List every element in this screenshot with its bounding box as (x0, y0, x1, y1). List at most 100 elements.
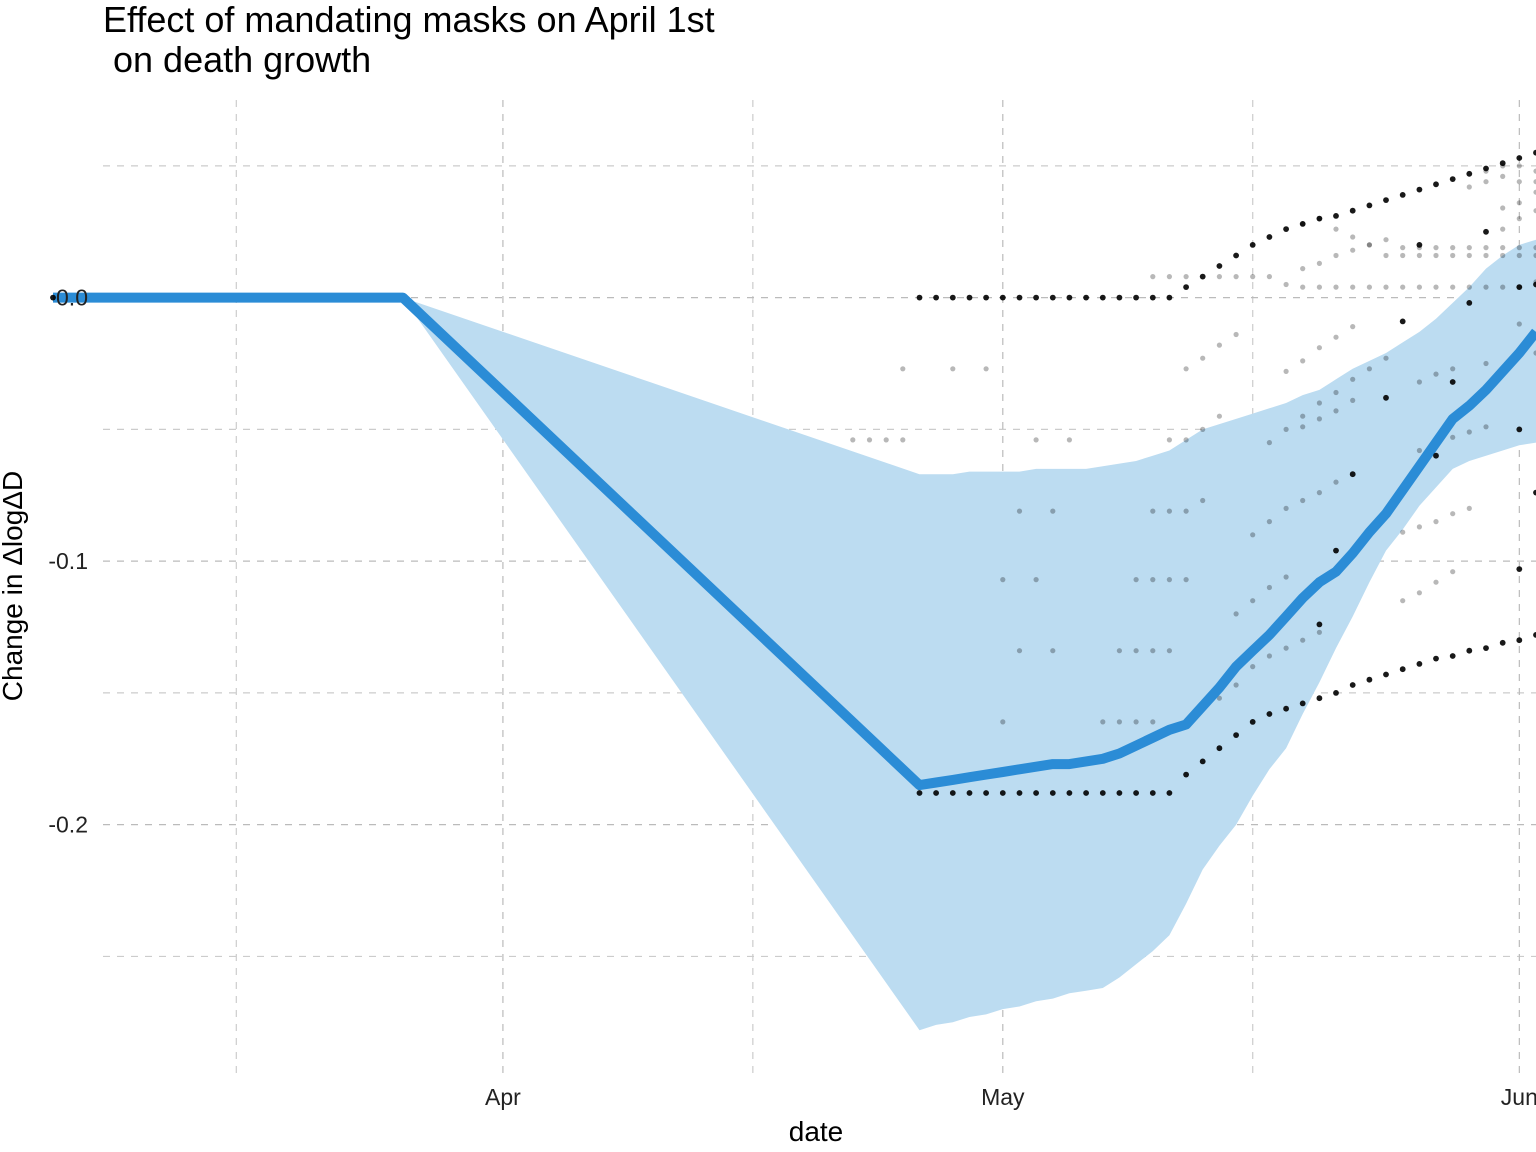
upper-point (1016, 294, 1023, 301)
lower-point (1433, 655, 1439, 662)
dark-point (1416, 242, 1423, 248)
chart-title-line-2: on death growth (103, 39, 371, 80)
faint-point (1166, 274, 1172, 280)
dark-point (1449, 379, 1456, 385)
dark-point (1333, 547, 1339, 554)
faint-point (1183, 437, 1189, 443)
dark-point (1516, 566, 1523, 572)
faint-point (1183, 577, 1189, 583)
faint-point (1333, 389, 1339, 396)
lower-point (916, 790, 923, 796)
upper-point (1449, 176, 1456, 183)
faint-point (1500, 226, 1506, 232)
lower-point (1299, 700, 1306, 707)
faint-point (1366, 284, 1372, 290)
faint-point (1316, 490, 1322, 496)
upper-point (916, 294, 923, 301)
faint-point (1450, 245, 1456, 251)
dark-point (1483, 228, 1489, 235)
lower-point (1216, 745, 1223, 752)
lower-point (1499, 639, 1506, 646)
upper-point (966, 294, 973, 301)
dark-point (1516, 426, 1523, 433)
faint-point (1266, 653, 1272, 659)
faint-point (1050, 648, 1056, 654)
faint-point (1316, 400, 1322, 406)
faint-point (1383, 284, 1389, 290)
faint-point (1533, 168, 1536, 174)
faint-point (1450, 284, 1456, 290)
lower-point (1533, 632, 1536, 638)
faint-point (1166, 437, 1172, 443)
lower-point (1183, 771, 1189, 778)
y-axis-title: Change in ΔlogΔD (0, 471, 28, 701)
faint-point (1150, 274, 1156, 280)
faint-point (1200, 355, 1206, 361)
lower-point (966, 790, 973, 796)
faint-point (1200, 497, 1206, 504)
faint-point (1300, 497, 1306, 504)
upper-point (933, 294, 939, 301)
upper-point (1199, 273, 1206, 280)
x-tick-label: May (981, 1084, 1025, 1110)
faint-point (1483, 284, 1489, 290)
dark-point (1316, 621, 1323, 628)
lower-point (1116, 790, 1123, 796)
lower-point (1266, 711, 1273, 717)
faint-point (1533, 179, 1536, 185)
upper-point (1283, 226, 1289, 233)
faint-point (1116, 719, 1122, 725)
faint-point (1266, 274, 1272, 280)
x-tick-label: Apr (485, 1084, 521, 1110)
faint-point (1516, 163, 1522, 169)
upper-point (1366, 202, 1373, 209)
faint-point (1250, 664, 1256, 670)
faint-point (1250, 274, 1256, 280)
faint-point (1366, 366, 1372, 372)
dark-point (1533, 489, 1536, 496)
upper-point (999, 294, 1006, 301)
faint-point (1500, 252, 1506, 259)
faint-point (1450, 511, 1456, 517)
upper-point (1499, 160, 1506, 167)
faint-point (1400, 598, 1406, 604)
lower-point (1399, 666, 1406, 673)
lower-point (1149, 790, 1156, 796)
faint-point (1283, 281, 1289, 288)
upper-point (1416, 186, 1423, 193)
faint-point (1383, 237, 1389, 243)
y-tick-label: -0.2 (48, 812, 88, 838)
upper-point (949, 294, 956, 301)
faint-point (1133, 577, 1139, 583)
dark-points-group (50, 149, 1536, 796)
lower-point (1366, 676, 1373, 683)
y-tick-labels: 0.0 -0.1 -0.2 (48, 285, 88, 838)
faint-point (983, 366, 989, 372)
faint-point (1450, 434, 1456, 440)
lower-point (1033, 790, 1039, 796)
faint-point (1133, 648, 1139, 654)
faint-point (1216, 342, 1222, 348)
lower-point (1233, 732, 1239, 738)
upper-point (1233, 252, 1239, 259)
x-tick-label: Jun (1501, 1084, 1536, 1110)
lower-point (1316, 695, 1323, 702)
faint-point (1016, 508, 1023, 514)
faint-point (1000, 719, 1006, 725)
upper-point (1533, 149, 1536, 156)
faint-point (1316, 416, 1322, 422)
faint-point (1350, 284, 1356, 290)
faint-point (1516, 252, 1522, 259)
faint-point (1383, 252, 1389, 259)
upper-point (1116, 294, 1123, 301)
faint-point (1266, 519, 1272, 525)
lower-point (1099, 790, 1106, 796)
upper-point (1033, 294, 1039, 301)
faint-point (1416, 379, 1422, 385)
upper-point (1383, 197, 1389, 204)
upper-point (1083, 294, 1089, 301)
faint-point (1333, 284, 1339, 290)
faint-point (1433, 245, 1439, 251)
faint-point (1450, 366, 1456, 372)
